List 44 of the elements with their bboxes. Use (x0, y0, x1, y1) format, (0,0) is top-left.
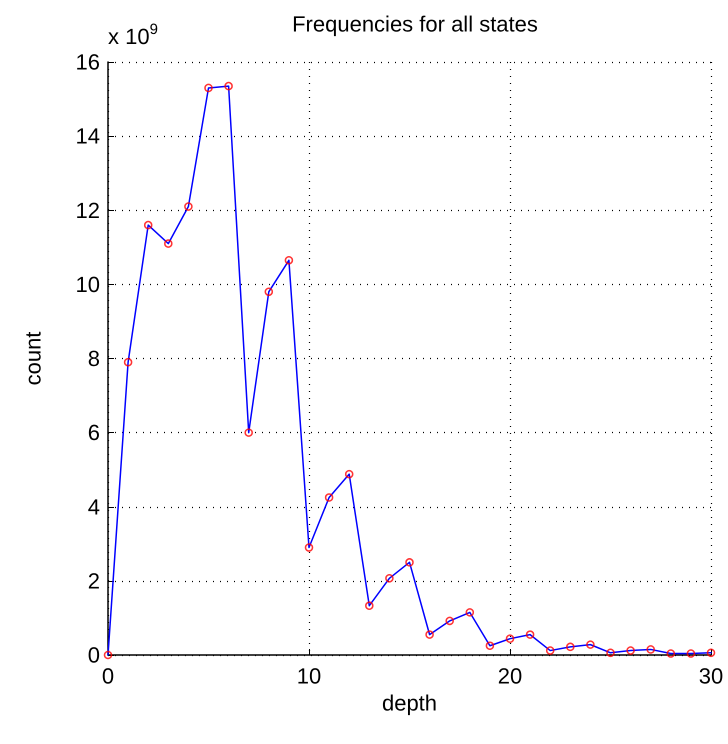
point (324, 493, 334, 502)
y-tick-label: 0 (88, 642, 100, 668)
y-tick-label: 14 (76, 124, 100, 149)
point (124, 358, 132, 366)
x-axis-title: depth (382, 690, 438, 716)
x-tick-label: 10 (296, 664, 322, 688)
point (686, 649, 696, 658)
y-tick-label: 16 (76, 50, 100, 74)
y-tick-label: 4 (88, 494, 100, 520)
point (646, 645, 655, 654)
y-tick-label: 6 (88, 420, 100, 446)
y-tick-label: 2 (88, 568, 100, 594)
chart-title: Frequencies for all states (292, 12, 538, 36)
y-tick-label: 12 (76, 198, 100, 223)
y-axis-title: count (20, 332, 46, 386)
y-tick-label: 8 (88, 346, 100, 371)
point (425, 630, 434, 639)
point (606, 648, 615, 658)
point (566, 642, 575, 652)
point (164, 239, 173, 248)
point (526, 630, 534, 639)
point (385, 574, 394, 583)
point (586, 640, 595, 649)
point (224, 82, 233, 90)
point (666, 649, 676, 658)
point (365, 601, 374, 610)
point (405, 558, 414, 567)
point (204, 84, 213, 92)
x-tick-label: 30 (698, 664, 724, 688)
point (506, 634, 514, 643)
point (445, 616, 454, 626)
point (304, 543, 314, 552)
point (466, 608, 474, 617)
point (184, 202, 193, 211)
point (284, 256, 294, 265)
point (626, 646, 635, 655)
point (264, 288, 274, 296)
point (144, 220, 152, 230)
point (546, 646, 554, 655)
point (344, 470, 354, 478)
point (486, 641, 494, 650)
x-tick-label: 20 (498, 664, 522, 688)
y-tick-label: 10 (76, 272, 100, 297)
point (244, 428, 253, 437)
